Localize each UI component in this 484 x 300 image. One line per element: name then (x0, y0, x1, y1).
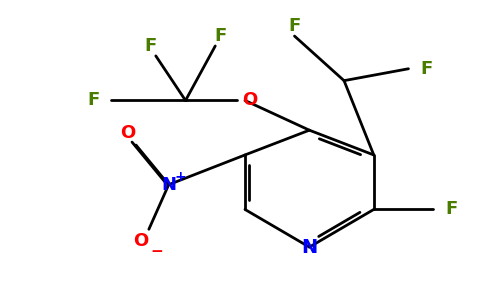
Text: F: F (445, 200, 457, 218)
Text: F: F (288, 17, 301, 35)
Text: +: + (175, 170, 186, 184)
Text: N: N (301, 238, 318, 256)
Text: O: O (133, 232, 149, 250)
Text: N: N (161, 176, 176, 194)
Text: F: F (87, 92, 99, 110)
Text: F: F (145, 37, 157, 55)
Text: −: − (151, 244, 163, 259)
Text: O: O (121, 124, 136, 142)
Text: F: F (214, 27, 227, 45)
Text: O: O (242, 92, 257, 110)
Text: F: F (420, 60, 433, 78)
